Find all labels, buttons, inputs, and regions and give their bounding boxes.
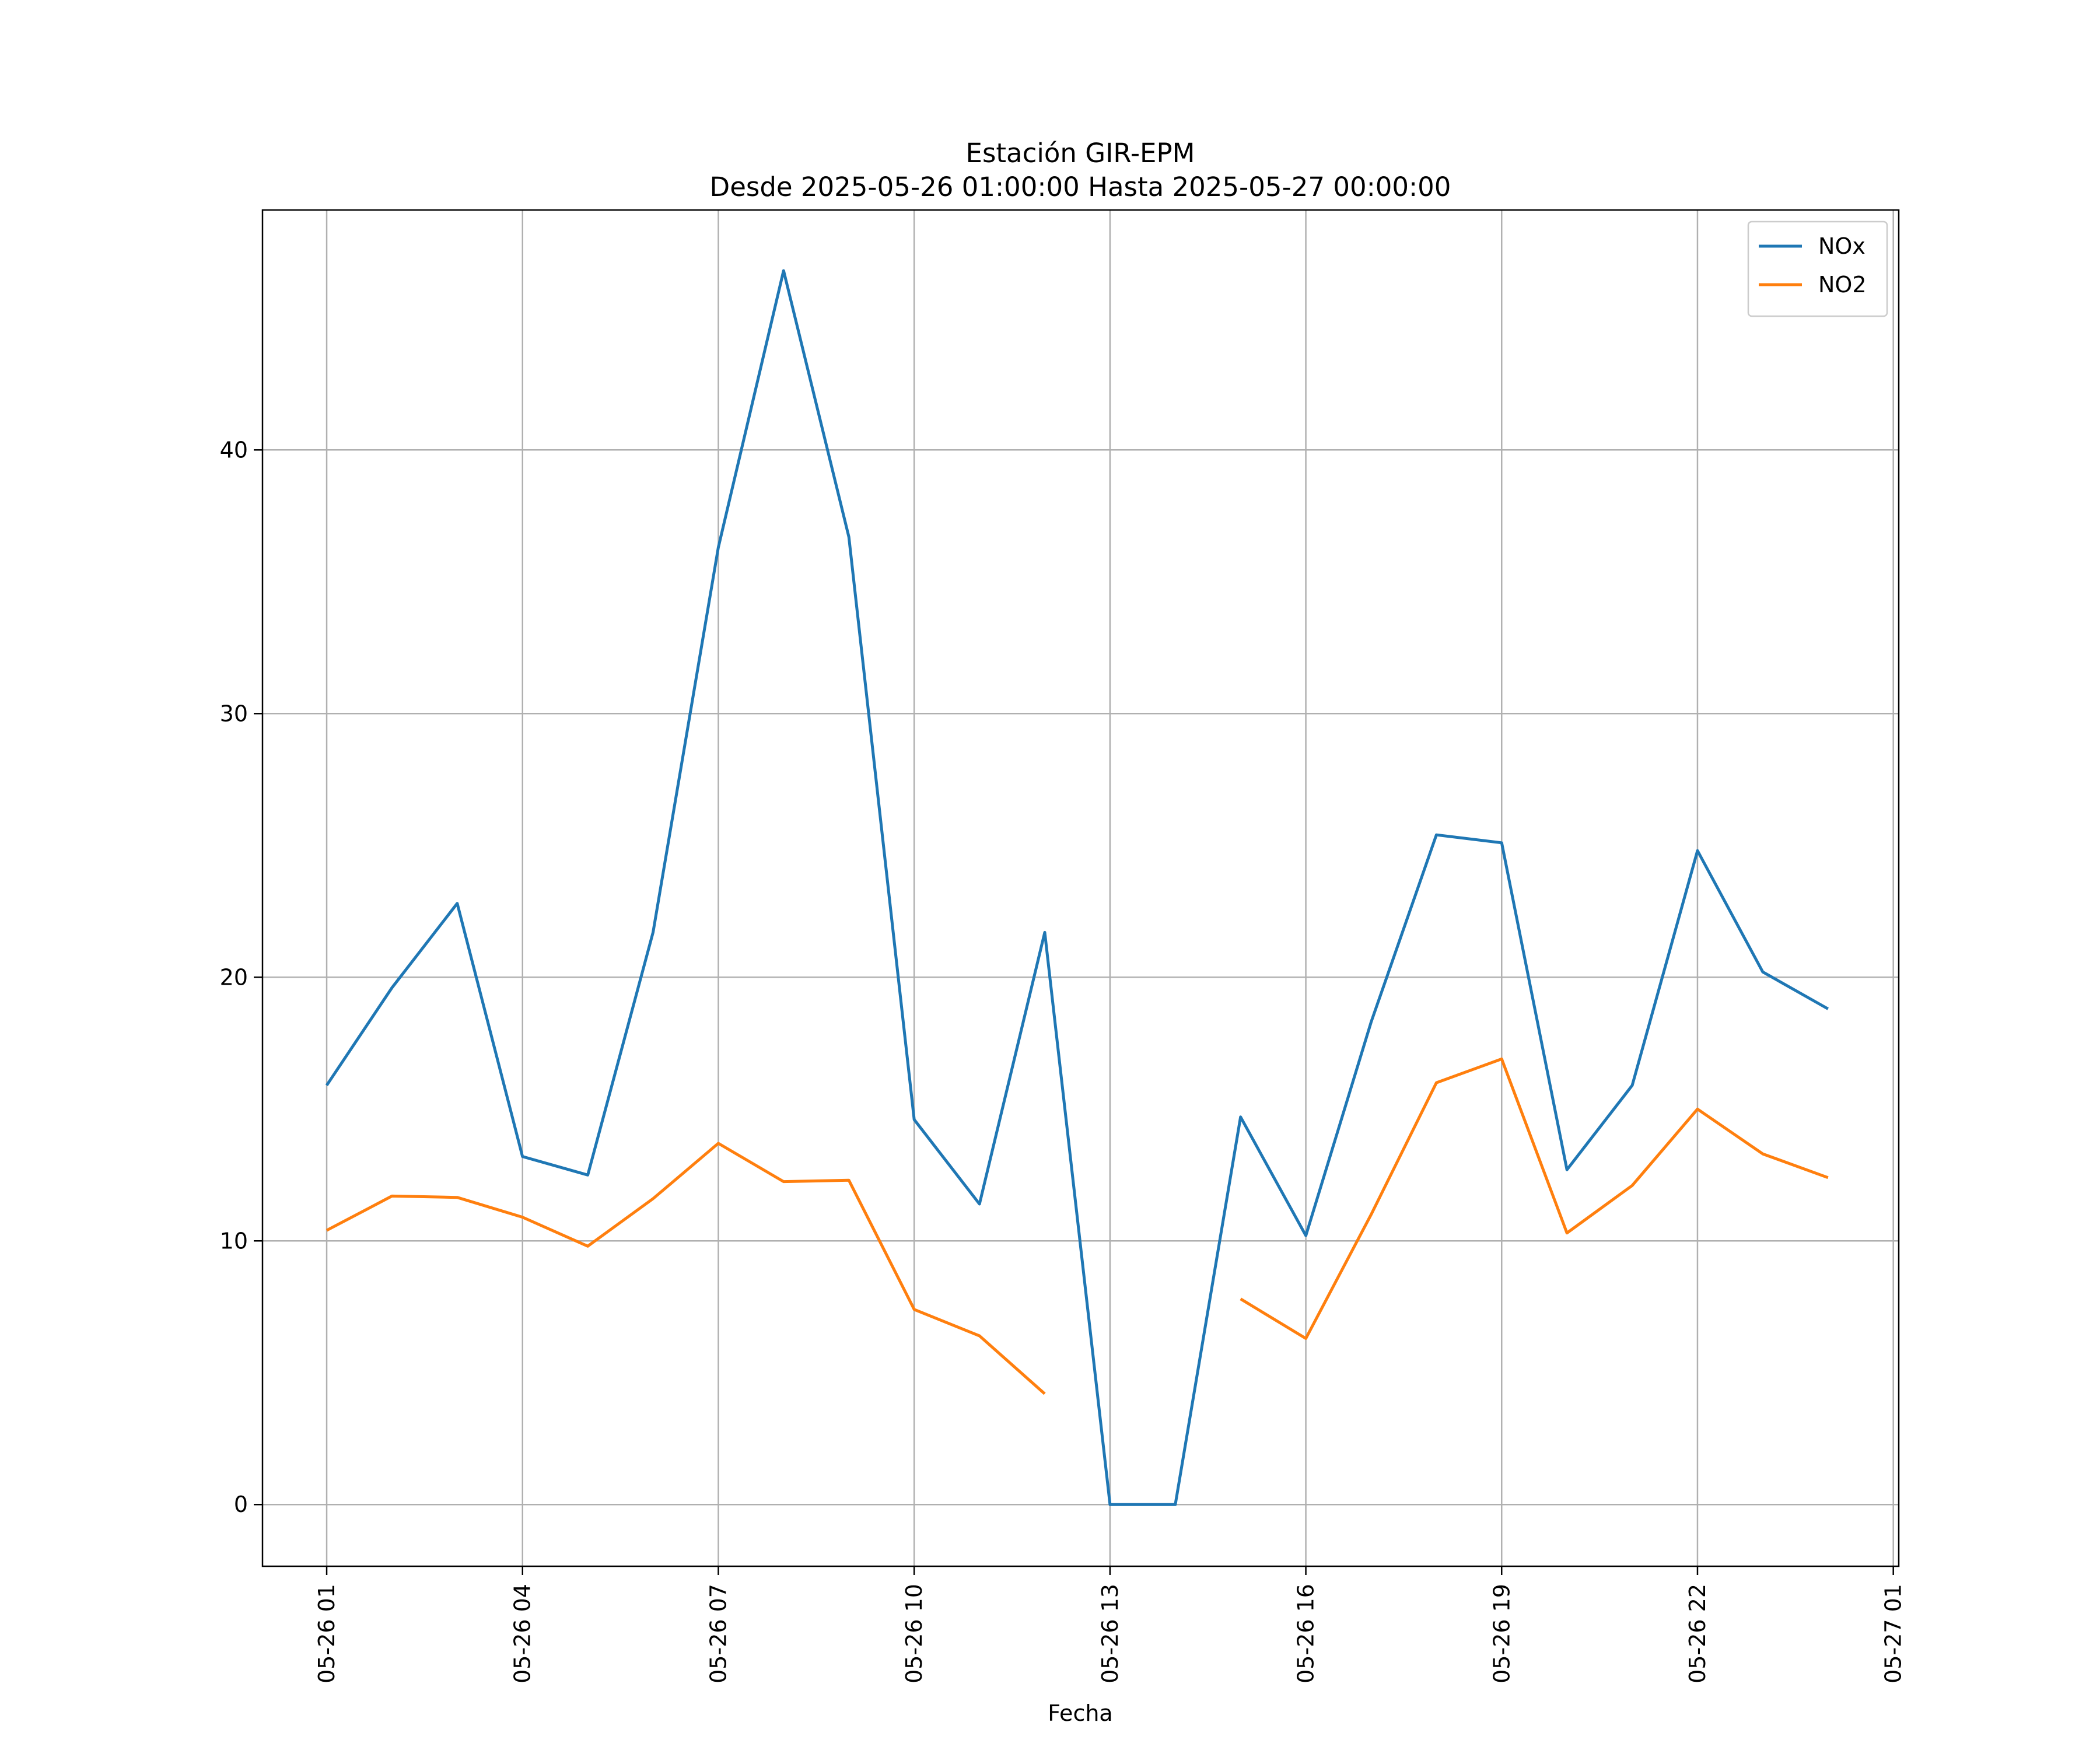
series-line-nox [325, 269, 1829, 1506]
y-tick-label: 10 [220, 1228, 248, 1254]
x-tick-label: 05-26 22 [1685, 1584, 1710, 1684]
x-tick-label: 05-26 13 [1097, 1584, 1123, 1684]
y-tick-label: 0 [234, 1492, 248, 1517]
x-tick-label: 05-26 04 [510, 1584, 536, 1684]
plot-series [325, 269, 1829, 1506]
y-axis-ticks: 0 10 20 30 40 [220, 437, 262, 1517]
y-tick-label: 40 [220, 437, 248, 463]
x-tick-label: 05-26 16 [1293, 1584, 1319, 1684]
x-tick-label: 05-26 01 [314, 1584, 340, 1684]
series-line-no2 [326, 1057, 1829, 1395]
plot-frame [261, 209, 1900, 1567]
x-axis-ticks: 05-26 01 05-26 04 05-26 07 05-26 10 05-26 13… [314, 1566, 1906, 1684]
x-axis-label: Fecha [1048, 1700, 1112, 1726]
x-tick-label: 05-26 19 [1489, 1584, 1514, 1684]
y-tick-label: 30 [220, 701, 248, 726]
x-tick-label: 05-26 07 [705, 1584, 731, 1684]
legend: NOx NO2 [1747, 220, 1888, 317]
x-tick-label: 05-27 01 [1881, 1584, 1906, 1684]
y-tick-label: 20 [220, 964, 248, 990]
x-tick-label: 05-26 10 [901, 1584, 927, 1684]
legend-label: NO2 [1818, 272, 1867, 298]
chart-title: Estación GIR-EPM [966, 138, 1195, 169]
legend-label: NOx [1818, 233, 1866, 259]
chart-subtitle: Desde 2025-05-26 01:00:00 Hasta 2025-05-… [710, 172, 1451, 202]
legend-box [1747, 220, 1888, 317]
